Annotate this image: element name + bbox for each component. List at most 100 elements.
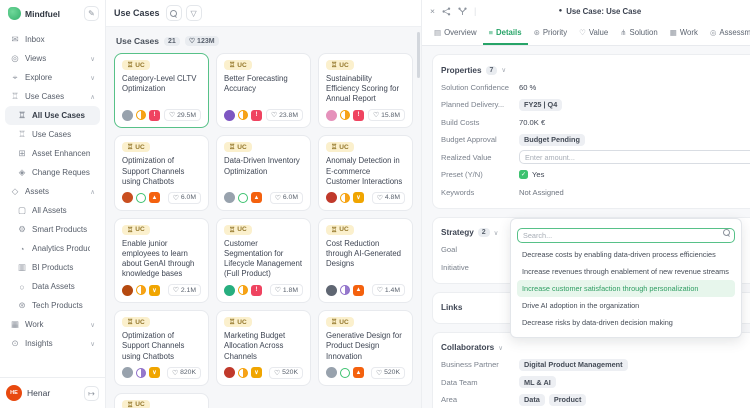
use-case-card[interactable]: ♖ UC Sustainability Efficiency Scoring f… — [318, 53, 413, 129]
dropdown-search-input[interactable] — [517, 228, 735, 243]
heart-icon: ♡ — [274, 194, 281, 202]
owner-avatar — [122, 367, 133, 379]
detail-header: × | ● Use Case: Use Case ⧉ — [422, 0, 750, 22]
card-footer: ! ♡ 1.8M — [224, 284, 303, 297]
collapse-sidebar-button[interactable]: ✎ — [84, 6, 99, 21]
uc-type-badge: ♖ UC — [122, 60, 150, 70]
close-icon: × — [430, 6, 435, 16]
sidebar-item-tech-products[interactable]: ⊛ Tech Products — [5, 296, 100, 315]
heart-icon: ♡ — [172, 194, 179, 202]
use-case-card[interactable]: ♖ UC Anomaly Detection in E-commerce Cus… — [318, 135, 413, 211]
chevron-icon: ∨ — [90, 55, 95, 63]
field-label: Planned Delivery... — [441, 100, 505, 110]
sidebar-item-all-use-cases[interactable]: ♖ All Use Cases — [5, 106, 100, 125]
dropdown-option[interactable]: Increase revenues through enablement of … — [522, 267, 729, 276]
sidebar-item-work[interactable]: ▦ Work ∨ — [5, 315, 100, 334]
branch-button[interactable] — [458, 7, 467, 16]
close-button[interactable]: × — [430, 6, 435, 16]
realized-value-input[interactable] — [519, 150, 750, 165]
share-button[interactable] — [442, 7, 451, 16]
tab-label: Overview — [444, 28, 477, 37]
owner-avatar — [326, 367, 337, 379]
sidebar-item-explore[interactable]: ⌖ Explore ∨ — [5, 68, 100, 87]
owner-avatar — [122, 109, 133, 121]
use-case-card[interactable]: ♖ UC Customer Segmentation for Lifecycle… — [216, 217, 311, 304]
chevron-down-icon[interactable]: ∨ — [501, 67, 507, 74]
sidebar-item-asset-enhancements[interactable]: ⊞ Asset Enhancements — [5, 144, 100, 163]
card-footer: ▲ ♡ 520K — [326, 366, 405, 379]
chevron-down-icon[interactable]: ∨ — [498, 344, 503, 352]
user-avatar: HE — [6, 385, 22, 401]
area-badge[interactable]: Product — [548, 393, 587, 406]
use-case-card[interactable]: ♖ UC Optimization of Support Channels us… — [114, 135, 209, 211]
use-case-card[interactable]: ♖ UC Better Forecasting Accuracy ! ♡ 23.8… — [216, 53, 311, 129]
logout-icon: ↦ — [88, 388, 95, 398]
logout-button[interactable]: ↦ — [84, 385, 99, 401]
field-label: Goal — [441, 245, 458, 255]
filter-button[interactable]: ▽ — [185, 5, 202, 21]
uc-type-badge: ♖ UC — [224, 224, 252, 235]
budget-approval-badge[interactable]: Budget Pending — [519, 133, 585, 146]
uc-type-badge: ♖ UC — [122, 317, 150, 328]
tab-assessments[interactable]: ◎ Assessments — [704, 22, 750, 45]
list-scrollbar[interactable] — [417, 32, 420, 78]
chevron-down-icon[interactable]: ∨ — [493, 229, 499, 237]
preset-checkbox[interactable]: ✓ — [519, 170, 528, 180]
nav-item-icon: ▥ — [17, 262, 27, 272]
tab-value[interactable]: ♡ Value — [573, 22, 614, 45]
dropdown-option[interactable]: Decrease risks by data-driven decision m… — [522, 318, 673, 327]
priority-badge: ∨ — [251, 367, 262, 379]
dropdown-option[interactable]: Increase customer satisfaction through p… — [517, 280, 735, 297]
card-footer: ▲ ♡ 1.4M — [326, 284, 405, 297]
nav-item-icon: ⚙ — [18, 224, 26, 234]
data-team-badge[interactable]: ML & AI — [519, 376, 556, 389]
tab-label: Work — [679, 28, 698, 37]
owner-avatar — [326, 109, 337, 121]
separator: | — [473, 6, 477, 16]
field-label: Budget Approval — [441, 135, 497, 145]
uc-type-badge: ♖ UC — [122, 399, 150, 408]
tab-details[interactable]: ≡ Details — [482, 22, 528, 45]
delivery-badge[interactable]: FY25 | Q4 — [519, 98, 563, 111]
dropdown-option[interactable]: Drive AI adoption in the organization — [522, 301, 640, 310]
tab-solution[interactable]: ⋔ Solution — [614, 22, 663, 45]
sidebar-item-data-assets[interactable]: ○ Data Assets — [5, 277, 100, 296]
priority-badge: ! — [251, 109, 262, 121]
sidebar-item-insights[interactable]: ⊙ Insights ∨ — [5, 334, 100, 353]
field-label: Keywords — [441, 187, 475, 197]
use-case-card[interactable]: ♖ UC Cost Reduction through AI-Generated… — [318, 217, 413, 304]
sidebar-item-inbox[interactable]: ✉ Inbox — [5, 30, 100, 49]
sidebar-item-analytics-products[interactable]: ◔ Analytics Products — [5, 239, 100, 258]
priority-badge: ! — [251, 284, 262, 296]
tab-work[interactable]: ▦ Work — [664, 22, 704, 45]
sidebar-item-use-cases-2[interactable]: ♖ Use Cases — [5, 125, 100, 144]
sidebar-item-use-cases[interactable]: ♖ Use Cases ∧ — [5, 87, 100, 106]
field-label: Area — [441, 395, 458, 405]
sidebar-item-bi-products[interactable]: ▥ BI Products — [5, 258, 100, 277]
sidebar-item-change-requests[interactable]: ◈ Change Requests — [5, 163, 100, 182]
priority-badge: ▲ — [353, 367, 364, 379]
area-badge[interactable]: Data — [519, 393, 545, 406]
tab-overview[interactable]: ▤ Overview — [428, 22, 483, 45]
nav-item-icon: ⊞ — [18, 148, 26, 158]
sidebar-item-all-assets[interactable]: ▢ All Assets — [5, 201, 100, 220]
field-label: Data Team — [441, 377, 478, 387]
sidebar-item-smart-products[interactable]: ⚙ Smart Products — [5, 220, 100, 239]
sidebar-item-assets[interactable]: ◇ Assets ∧ — [5, 182, 100, 201]
use-case-card[interactable]: ♖ UC Marketing Budget Allocation Across … — [216, 310, 311, 386]
tab-priority[interactable]: ⊛ Priority — [528, 22, 574, 45]
use-case-card[interactable]: ♖ UC Generative Design for Product Desig… — [318, 310, 413, 386]
use-case-card[interactable]: ♖ UC CLTV-Based Support Prioritization ∨… — [114, 392, 209, 408]
use-case-card[interactable]: ♖ UC Enable junior employees to learn ab… — [114, 217, 209, 304]
use-case-card[interactable]: ♖ UC Data-Driven Inventory Optimization … — [216, 135, 311, 211]
dropdown-option[interactable]: Decrease costs by enabling data-driven p… — [522, 250, 716, 259]
use-case-title: Better Forecasting Accuracy — [224, 74, 288, 94]
sidebar-item-views[interactable]: ◎ Views ∨ — [5, 49, 100, 68]
search-button[interactable] — [165, 5, 182, 21]
nav-item-label: Use Cases — [25, 92, 65, 101]
nav-item-label: Data Assets — [32, 282, 75, 291]
use-case-card[interactable]: ♖ UC Optimization of Support Channels us… — [114, 310, 209, 386]
use-case-card[interactable]: ♖ UC Category-Level CLTV Optimization ! … — [114, 53, 209, 129]
business-partner-badge[interactable]: Digital Product Management — [519, 358, 628, 371]
